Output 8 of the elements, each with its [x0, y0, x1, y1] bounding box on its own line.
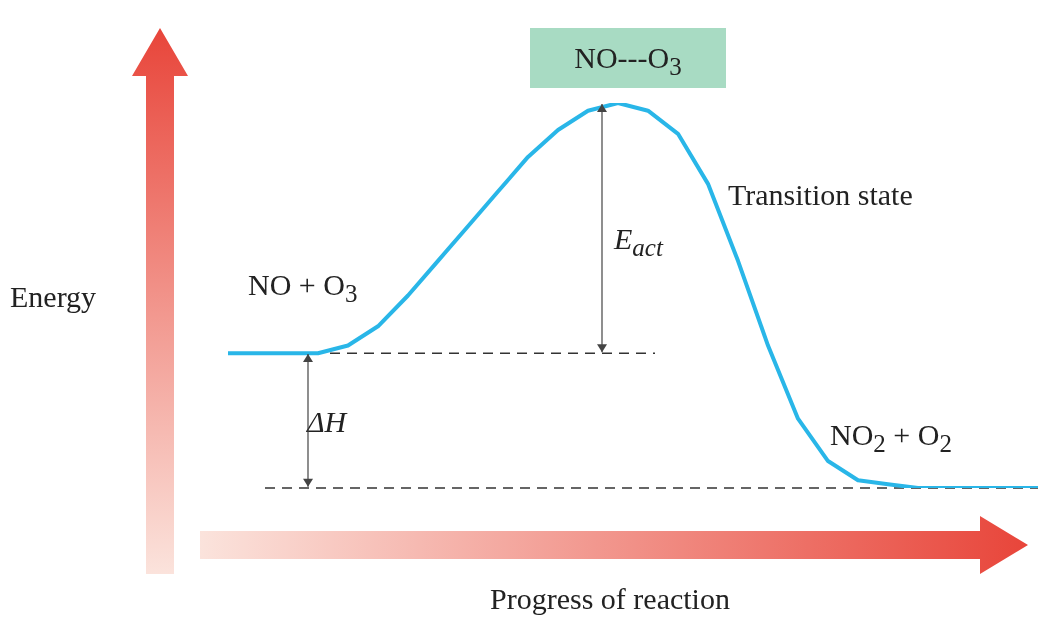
annotation: NO$_{2}$ + O$_{2}$ [830, 418, 952, 458]
annotation: NO + O$_{3}$ [248, 268, 358, 308]
annotation: Transition state [728, 178, 913, 212]
x-axis-title: Progress of reaction [489, 582, 731, 616]
chart-title: NO---O$_{3}$ [530, 28, 726, 88]
annotation: E$_{act}$ [614, 222, 663, 262]
y-axis-title: Energy [10, 280, 97, 314]
annotation: ΔH [307, 405, 347, 439]
